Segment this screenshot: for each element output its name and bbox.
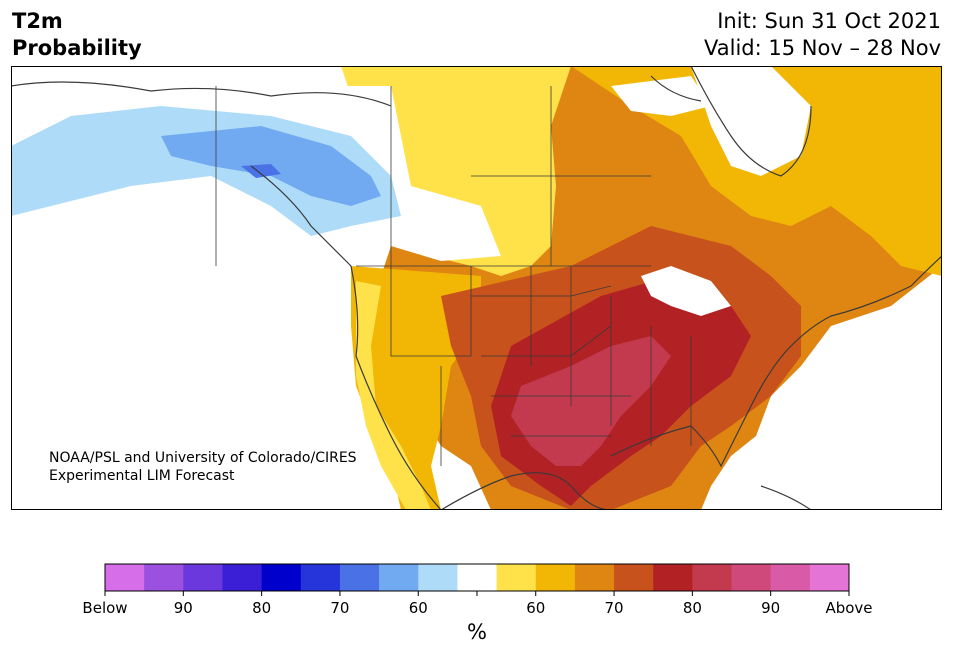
- colorbar: [104, 563, 850, 596]
- colorbar-swatch: [574, 564, 615, 591]
- colorbar-swatch: [614, 564, 654, 591]
- colorbar-swatch: [339, 564, 380, 591]
- credit-line-2: Experimental LIM Forecast: [49, 468, 235, 484]
- colorbar-tick-label: 90: [761, 599, 781, 617]
- white-hudson-bay: [691, 66, 811, 176]
- colorbar-swatch: [300, 564, 341, 591]
- colorbar-swatch: [731, 564, 772, 591]
- colorbar-swatches: [105, 564, 850, 591]
- date-info: Init: Sun 31 Oct 2021 Valid: 15 Nov – 28…: [704, 8, 941, 62]
- white-great-lakes: [641, 266, 731, 316]
- colorbar-swatch: [222, 564, 263, 591]
- colorbar-tick-label: Above: [825, 599, 873, 617]
- colorbar-tick-label: 80: [252, 599, 272, 617]
- state-borders: [215, 86, 692, 466]
- colorbar-swatch: [144, 564, 184, 591]
- colorbar-swatch: [770, 564, 811, 591]
- colorbar-swatch: [105, 564, 145, 591]
- colorbar-tick-label: Below: [82, 599, 128, 617]
- valid-range: Valid: 15 Nov – 28 Nov: [704, 36, 941, 60]
- colorbar-swatch: [379, 564, 419, 591]
- colorbar-swatch: [496, 564, 537, 591]
- yellow-west-coast: [356, 281, 431, 510]
- coastlines: [11, 66, 942, 510]
- init-date: Init: Sun 31 Oct 2021: [717, 9, 941, 33]
- colorbar-tick-label: 70: [330, 599, 350, 617]
- colorbar-swatch: [809, 564, 850, 591]
- credit-line-1: NOAA/PSL and University of Colorado/CIRE…: [49, 450, 357, 466]
- colorbar-tick-label: 70: [604, 599, 624, 617]
- credit-text: NOAA/PSL and University of Colorado/CIRE…: [49, 449, 357, 485]
- forecast-map: [11, 66, 942, 510]
- colorbar-swatch: [418, 564, 458, 591]
- colorbar-tick-label: 80: [682, 599, 702, 617]
- colorbar-swatch: [653, 564, 693, 591]
- colorbar-swatch: [261, 564, 302, 591]
- crimson-core: [511, 336, 671, 466]
- white-arctic-islands: [611, 76, 711, 116]
- colorbar-swatch: [535, 564, 576, 591]
- colorbar-tick-label: 90: [173, 599, 193, 617]
- colorbar-swatch: [692, 564, 733, 591]
- map-title: T2m Probability: [12, 8, 142, 62]
- colorbar-swatch: [457, 564, 498, 591]
- title-line-1: T2m: [12, 9, 63, 33]
- colorbar-ticks: [104, 591, 850, 596]
- title-line-2: Probability: [12, 36, 142, 60]
- colorbar-unit: %: [467, 620, 487, 644]
- colorbar-tick-label: 60: [408, 599, 428, 617]
- blue-core: [241, 164, 281, 178]
- colorbar-tick-label: 60: [526, 599, 546, 617]
- colorbar-swatch: [183, 564, 223, 591]
